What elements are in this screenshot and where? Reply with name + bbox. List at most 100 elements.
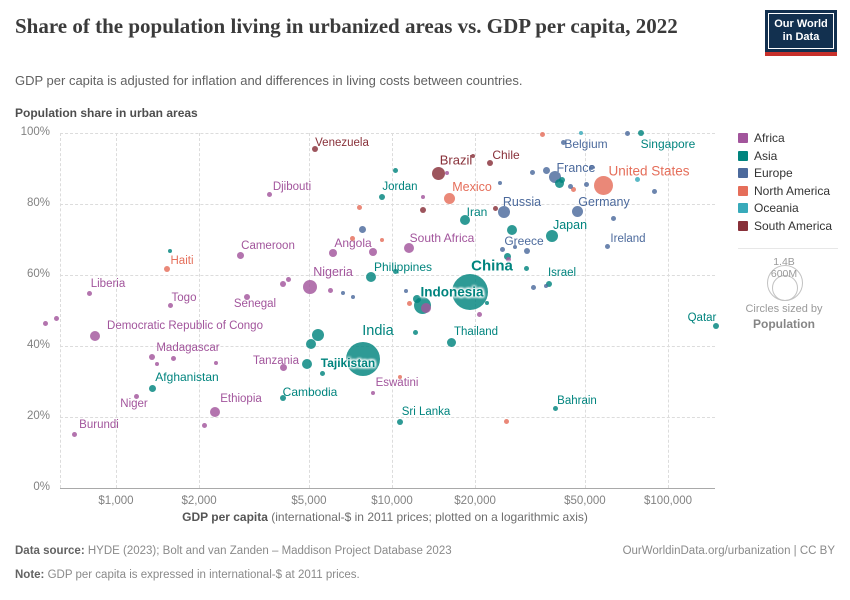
data-point-chile[interactable] xyxy=(487,160,494,167)
legend-item-north-america[interactable]: North America xyxy=(738,184,830,198)
country-label-belgium[interactable]: Belgium xyxy=(564,137,608,151)
data-point[interactable] xyxy=(403,289,408,294)
data-point[interactable] xyxy=(380,238,384,243)
data-point[interactable] xyxy=(350,235,356,241)
country-label-liberia[interactable]: Liberia xyxy=(90,278,126,290)
country-label-djibouti[interactable]: Djibouti xyxy=(272,181,312,193)
legend-item-africa[interactable]: Africa xyxy=(738,131,785,145)
data-point[interactable] xyxy=(306,338,317,349)
country-label-mexico[interactable]: Mexico xyxy=(452,180,492,194)
country-label-madagascar[interactable]: Madagascar xyxy=(156,342,220,354)
data-point[interactable] xyxy=(504,252,512,260)
country-label-senegal[interactable]: Senegal xyxy=(233,298,277,310)
data-point-jordan[interactable] xyxy=(379,194,385,201)
country-label-iran[interactable]: Iran xyxy=(466,205,488,219)
data-point-india[interactable] xyxy=(345,341,380,376)
country-label-south-africa[interactable]: South Africa xyxy=(409,231,475,245)
country-label-france[interactable]: France xyxy=(556,161,596,175)
data-point-togo[interactable] xyxy=(167,303,173,309)
data-point[interactable] xyxy=(419,207,426,214)
country-label-tanzania[interactable]: Tanzania xyxy=(252,355,300,367)
data-point-madagascar[interactable] xyxy=(148,353,155,360)
country-label-china[interactable]: China xyxy=(471,257,513,275)
country-label-sri-lanka[interactable]: Sri Lanka xyxy=(401,406,451,418)
data-point-ireland[interactable] xyxy=(604,243,610,249)
data-point-japan[interactable] xyxy=(546,230,559,243)
country-label-nigeria[interactable]: Nigeria xyxy=(313,265,353,279)
legend-item-oceania[interactable]: Oceania xyxy=(738,201,799,215)
data-point-haiti[interactable] xyxy=(163,266,170,273)
data-point-south-africa[interactable] xyxy=(403,243,414,254)
country-label-germany[interactable]: Germany xyxy=(578,195,630,209)
data-point[interactable] xyxy=(485,301,490,306)
data-point-eswatini[interactable] xyxy=(370,390,375,395)
data-point[interactable] xyxy=(413,330,419,335)
data-point[interactable] xyxy=(421,195,426,200)
data-point[interactable] xyxy=(506,225,517,236)
data-point[interactable] xyxy=(503,419,509,425)
data-point-greece[interactable] xyxy=(523,247,530,254)
data-point[interactable] xyxy=(530,169,536,175)
data-point[interactable] xyxy=(358,225,366,233)
country-label-ireland[interactable]: Ireland xyxy=(610,233,646,245)
data-point[interactable] xyxy=(570,186,576,192)
data-point-liberia[interactable] xyxy=(87,290,93,296)
data-point[interactable] xyxy=(393,268,399,274)
data-point[interactable] xyxy=(398,374,403,379)
data-point-brazil[interactable] xyxy=(431,166,445,180)
data-point[interactable] xyxy=(393,168,399,174)
data-point-philippines[interactable] xyxy=(366,272,377,283)
data-point[interactable] xyxy=(444,171,449,176)
data-point[interactable] xyxy=(543,167,551,175)
data-point[interactable] xyxy=(407,300,413,306)
data-point-singapore[interactable] xyxy=(638,130,645,136)
data-point[interactable] xyxy=(213,360,218,365)
data-point[interactable] xyxy=(493,205,499,211)
data-point-venezuela[interactable] xyxy=(311,145,318,152)
data-point-tanzania[interactable] xyxy=(279,364,287,372)
data-point-belgium[interactable] xyxy=(561,140,567,146)
data-point[interactable] xyxy=(286,276,292,282)
data-point-djibouti[interactable] xyxy=(267,191,273,197)
country-label-united-states[interactable]: United States xyxy=(608,163,690,179)
data-point-afghanistan[interactable] xyxy=(149,385,157,393)
country-label-eswatini[interactable]: Eswatini xyxy=(375,377,419,389)
data-point[interactable] xyxy=(350,295,355,300)
data-point-democratic-republic-of-congo[interactable] xyxy=(90,331,101,342)
country-label-haiti[interactable]: Haiti xyxy=(170,255,194,267)
data-point[interactable] xyxy=(500,246,506,252)
data-point-sri-lanka[interactable] xyxy=(397,418,404,425)
data-point-israel[interactable] xyxy=(545,280,552,287)
country-label-indonesia[interactable]: Indonesia xyxy=(420,284,484,300)
data-point-cameroon[interactable] xyxy=(236,251,244,259)
data-point-united-states[interactable] xyxy=(594,175,614,195)
data-point[interactable] xyxy=(412,295,421,304)
data-point-nigeria[interactable] xyxy=(303,280,318,295)
data-point-senegal[interactable] xyxy=(243,294,250,301)
data-point-angola[interactable] xyxy=(329,249,338,258)
data-point[interactable] xyxy=(368,248,377,257)
legend-item-europe[interactable]: Europe xyxy=(738,166,793,180)
data-point[interactable] xyxy=(651,188,657,194)
data-point[interactable] xyxy=(540,131,546,137)
country-label-democratic-republic-of-congo[interactable]: Democratic Republic of Congo xyxy=(107,320,263,332)
data-point[interactable] xyxy=(555,178,565,188)
data-point-mexico[interactable] xyxy=(444,192,456,204)
legend-item-south-america[interactable]: South America xyxy=(738,219,832,233)
data-point-ethiopia[interactable] xyxy=(210,406,221,417)
country-label-thailand[interactable]: Thailand xyxy=(453,326,499,338)
data-point[interactable] xyxy=(356,204,362,210)
data-point[interactable] xyxy=(470,154,475,159)
data-point-russia[interactable] xyxy=(498,206,511,219)
country-label-angola[interactable]: Angola xyxy=(334,236,372,250)
data-point-qatar[interactable] xyxy=(712,323,719,330)
country-label-afghanistan[interactable]: Afghanistan xyxy=(155,370,219,384)
data-point[interactable] xyxy=(589,164,595,170)
data-point[interactable] xyxy=(567,183,573,189)
data-point-niger[interactable] xyxy=(134,394,140,400)
country-label-niger[interactable]: Niger xyxy=(120,398,148,410)
data-point[interactable] xyxy=(634,176,640,182)
data-point[interactable] xyxy=(312,328,325,341)
data-point[interactable] xyxy=(43,321,49,327)
data-point-burundi[interactable] xyxy=(72,432,78,438)
